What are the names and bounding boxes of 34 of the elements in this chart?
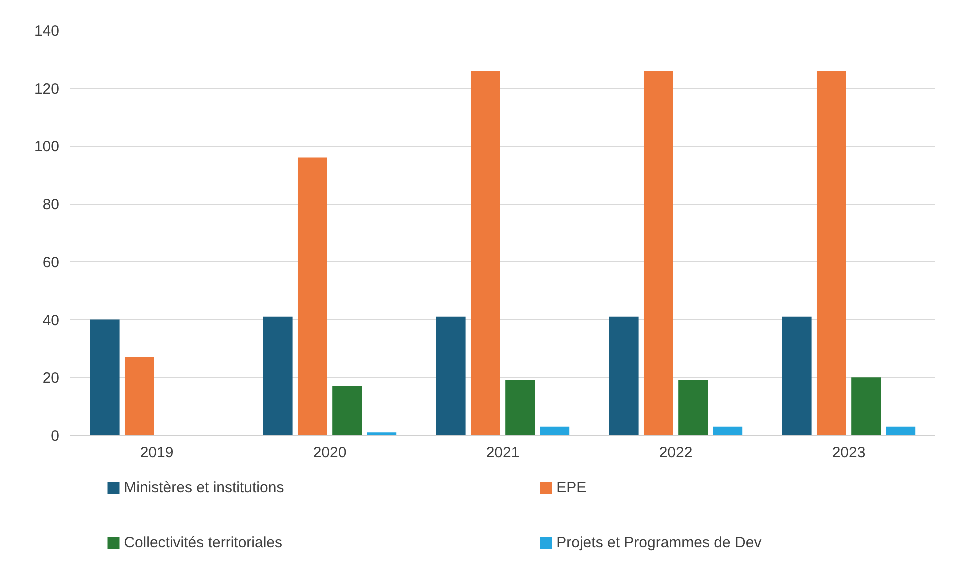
- bar: [298, 158, 328, 436]
- bar: [782, 316, 812, 436]
- legend-label: Collectivités territoriales: [124, 534, 283, 552]
- bar: [124, 357, 154, 436]
- bar: [436, 316, 466, 436]
- legend-label: EPE: [556, 480, 587, 496]
- x-tick-label: 2020: [313, 444, 347, 462]
- bar: [470, 71, 500, 436]
- y-tick-label: 40: [42, 312, 60, 330]
- bar: [886, 426, 916, 436]
- y-tick-label: 60: [42, 254, 60, 272]
- y-tick-label: 80: [42, 196, 60, 214]
- y-tick-label: 140: [34, 23, 60, 40]
- y-tick-label: 20: [42, 370, 60, 388]
- bar: [263, 316, 293, 436]
- bar: [678, 380, 708, 436]
- x-tick-label: 2019: [140, 444, 174, 462]
- bar: [609, 316, 639, 436]
- x-tick-label: 2022: [659, 444, 693, 462]
- x-tick-label: 2021: [486, 444, 520, 462]
- x-tick-label: 2023: [832, 444, 866, 462]
- bar: [644, 71, 674, 436]
- bar: [332, 386, 362, 436]
- bar: [816, 71, 846, 436]
- y-tick-label: 100: [34, 138, 60, 156]
- bar: [540, 426, 570, 436]
- legend-label: Projets et Programmes de Dev: [556, 534, 762, 552]
- legend-label: Ministères et institutions: [124, 480, 284, 496]
- bar: [852, 378, 882, 436]
- y-tick-label: 0: [51, 428, 60, 445]
- bar: [713, 426, 743, 436]
- bar: [506, 380, 536, 436]
- y-tick-label: 120: [34, 80, 60, 98]
- bar: [90, 320, 120, 436]
